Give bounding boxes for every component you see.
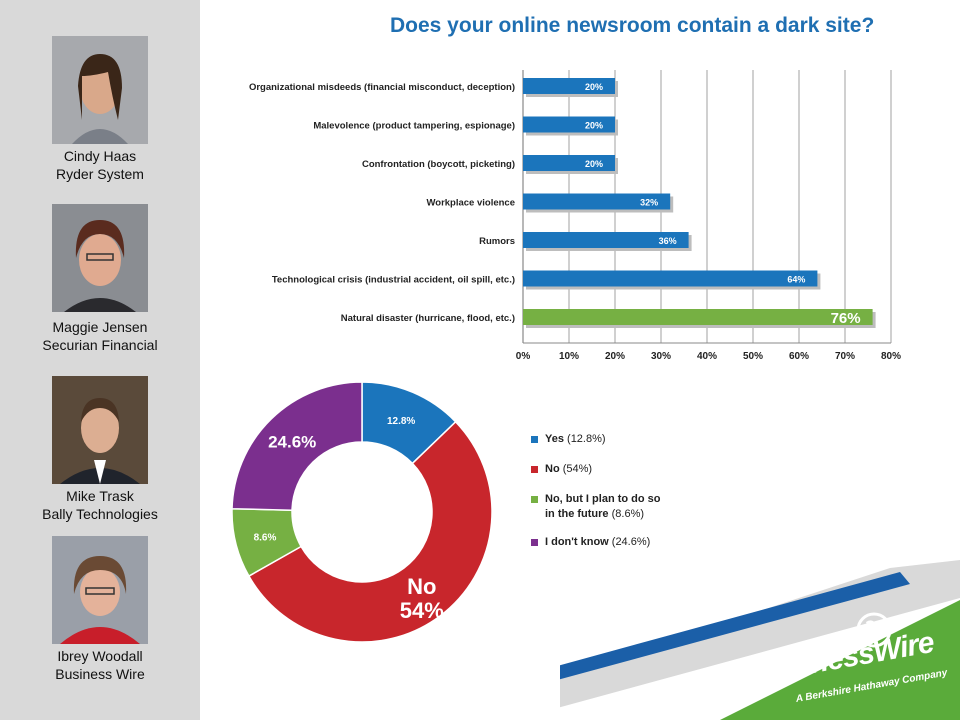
bar (523, 78, 615, 94)
footer-blue-band (560, 572, 910, 680)
speaker-org: Securian Financial (42, 337, 158, 353)
legend-label: I don't know (24.6%) (545, 535, 650, 550)
speaker-name: Ibrey Woodall (57, 648, 143, 664)
bar-value-label: 64% (787, 275, 805, 285)
legend-swatch (531, 436, 538, 443)
legend-label: No, but I plan to do so in the future (8.… (545, 492, 660, 522)
speaker-name: Maggie Jensen (52, 319, 148, 335)
bar (523, 193, 671, 210)
bar (523, 270, 818, 287)
bar-value-label: 20% (585, 82, 603, 92)
legend-label: No (54%) (545, 462, 592, 477)
speaker-photo (52, 376, 148, 484)
bar-category-label: Confrontation (boycott, picketing) (362, 159, 515, 170)
donut-slice-label: 8.6% (254, 532, 277, 543)
bar (523, 116, 615, 133)
bar-chart: 0% 10% 20% 30% 40% 50% 60% 70% 80% Organizational… (249, 70, 901, 362)
footer-green-band (720, 600, 960, 720)
globe-icon (856, 612, 892, 648)
legend-main: No (545, 463, 560, 475)
bar-value-label: 76% (831, 310, 861, 327)
bar (523, 309, 873, 325)
bar-tick-label: 30% (651, 351, 671, 362)
speaker-sidebar: Cindy Haas Ryder System Maggie Jensen Se… (0, 0, 200, 720)
bar-tick-label: 50% (743, 351, 763, 362)
bar-tick-label: 10% (559, 351, 579, 362)
bar (523, 232, 689, 248)
bar-tick-label: 40% (697, 351, 717, 362)
speaker-org: Business Wire (55, 666, 145, 682)
footer-swoosh (560, 560, 960, 720)
donut-slice (231, 381, 363, 512)
legend-main: Yes (545, 433, 564, 445)
bar-value-label: 20% (585, 159, 603, 169)
legend-main: No, but I plan to do so (545, 493, 661, 505)
speaker-name: Mike Trask (66, 488, 134, 504)
legend-label: Yes (12.8%) (545, 432, 606, 447)
bar-tick-label: 70% (835, 351, 855, 362)
legend-percent: (24.6%) (611, 536, 651, 548)
legend-swatch (531, 539, 538, 546)
bar-category-label: Technological crisis (industrial acciden… (272, 275, 515, 286)
donut-slice-label: 12.8% (387, 416, 415, 427)
page-title: Does your online newsroom contain a dark… (390, 14, 875, 37)
bar (523, 155, 615, 171)
legend-percent: (8.6%) (611, 508, 645, 520)
donut-callout: No (407, 574, 436, 599)
bar-tick-label: 80% (881, 351, 901, 362)
legend-main-continued: in the future (545, 508, 609, 520)
bar-category-label: Rumors (479, 236, 515, 247)
speaker-photo (52, 36, 148, 144)
bar-category-label: Workplace violence (426, 198, 515, 209)
speaker-photo (52, 204, 148, 312)
speaker-org: Ryder System (56, 166, 144, 182)
bar-value-label: 36% (659, 236, 677, 246)
bar-category-label: Malevolence (product tampering, espionag… (313, 121, 515, 132)
legend-percent: (12.8%) (567, 433, 606, 445)
donut-slice-label: 54% (400, 598, 444, 623)
bar-tick-label: 60% (789, 351, 809, 362)
bar-value-label: 32% (640, 198, 658, 208)
speaker-name: Cindy Haas (63, 148, 137, 164)
business-wire-logo: BusinessWire A Berkshire Hathaway Compan… (747, 612, 958, 712)
donut-slice-label: 24.6% (268, 432, 316, 451)
legend-percent: (54%) (562, 463, 593, 475)
donut-chart: 12.8% 54%No 8.6% 24.6% (231, 381, 493, 643)
donut-slice (247, 420, 493, 643)
bar-tick-label: 20% (605, 351, 625, 362)
speaker-org: Bally Technologies (42, 506, 158, 522)
bar-tick-label: 0% (516, 351, 531, 362)
legend-main: I don't know (545, 536, 609, 548)
bar-value-label: 20% (585, 121, 603, 131)
bar-category-label: Organizational misdeeds (financial misco… (249, 82, 515, 93)
legend-swatch (531, 496, 538, 503)
bar-category-label: Natural disaster (hurricane, flood, etc.… (341, 313, 515, 324)
speaker-photo (52, 536, 148, 644)
legend-swatch (531, 466, 538, 473)
